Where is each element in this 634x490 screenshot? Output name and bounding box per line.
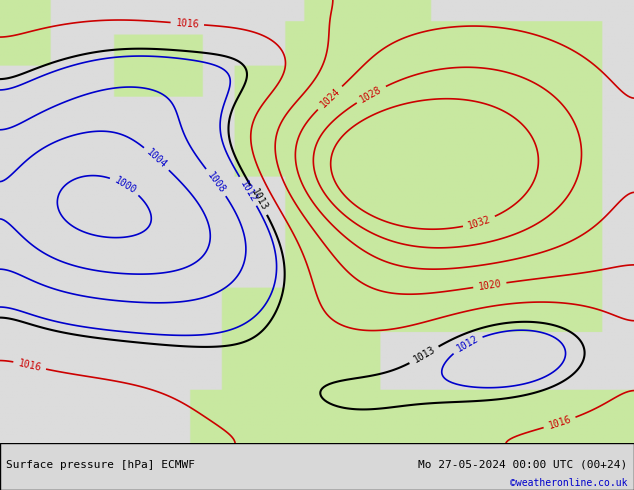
Text: Mo 27-05-2024 00:00 UTC (00+24): Mo 27-05-2024 00:00 UTC (00+24) [418,460,628,470]
Text: 1016: 1016 [547,415,573,431]
Text: 1020: 1020 [477,278,502,292]
Text: 1013: 1013 [249,188,269,213]
Text: 1032: 1032 [467,214,492,230]
Text: Surface pressure [hPa] ECMWF: Surface pressure [hPa] ECMWF [6,460,195,470]
Text: 1016: 1016 [17,358,42,373]
Text: 1004: 1004 [145,147,169,171]
Text: 1013: 1013 [411,345,437,365]
Text: 1012: 1012 [455,334,480,354]
FancyBboxPatch shape [0,443,634,490]
Text: 1000: 1000 [112,175,138,196]
Text: 1012: 1012 [238,178,258,204]
Text: 1024: 1024 [318,86,342,110]
Text: 1008: 1008 [205,170,227,195]
Text: ©weatheronline.co.uk: ©weatheronline.co.uk [510,478,628,488]
Text: 1016: 1016 [175,18,200,29]
Text: 1028: 1028 [358,84,384,104]
